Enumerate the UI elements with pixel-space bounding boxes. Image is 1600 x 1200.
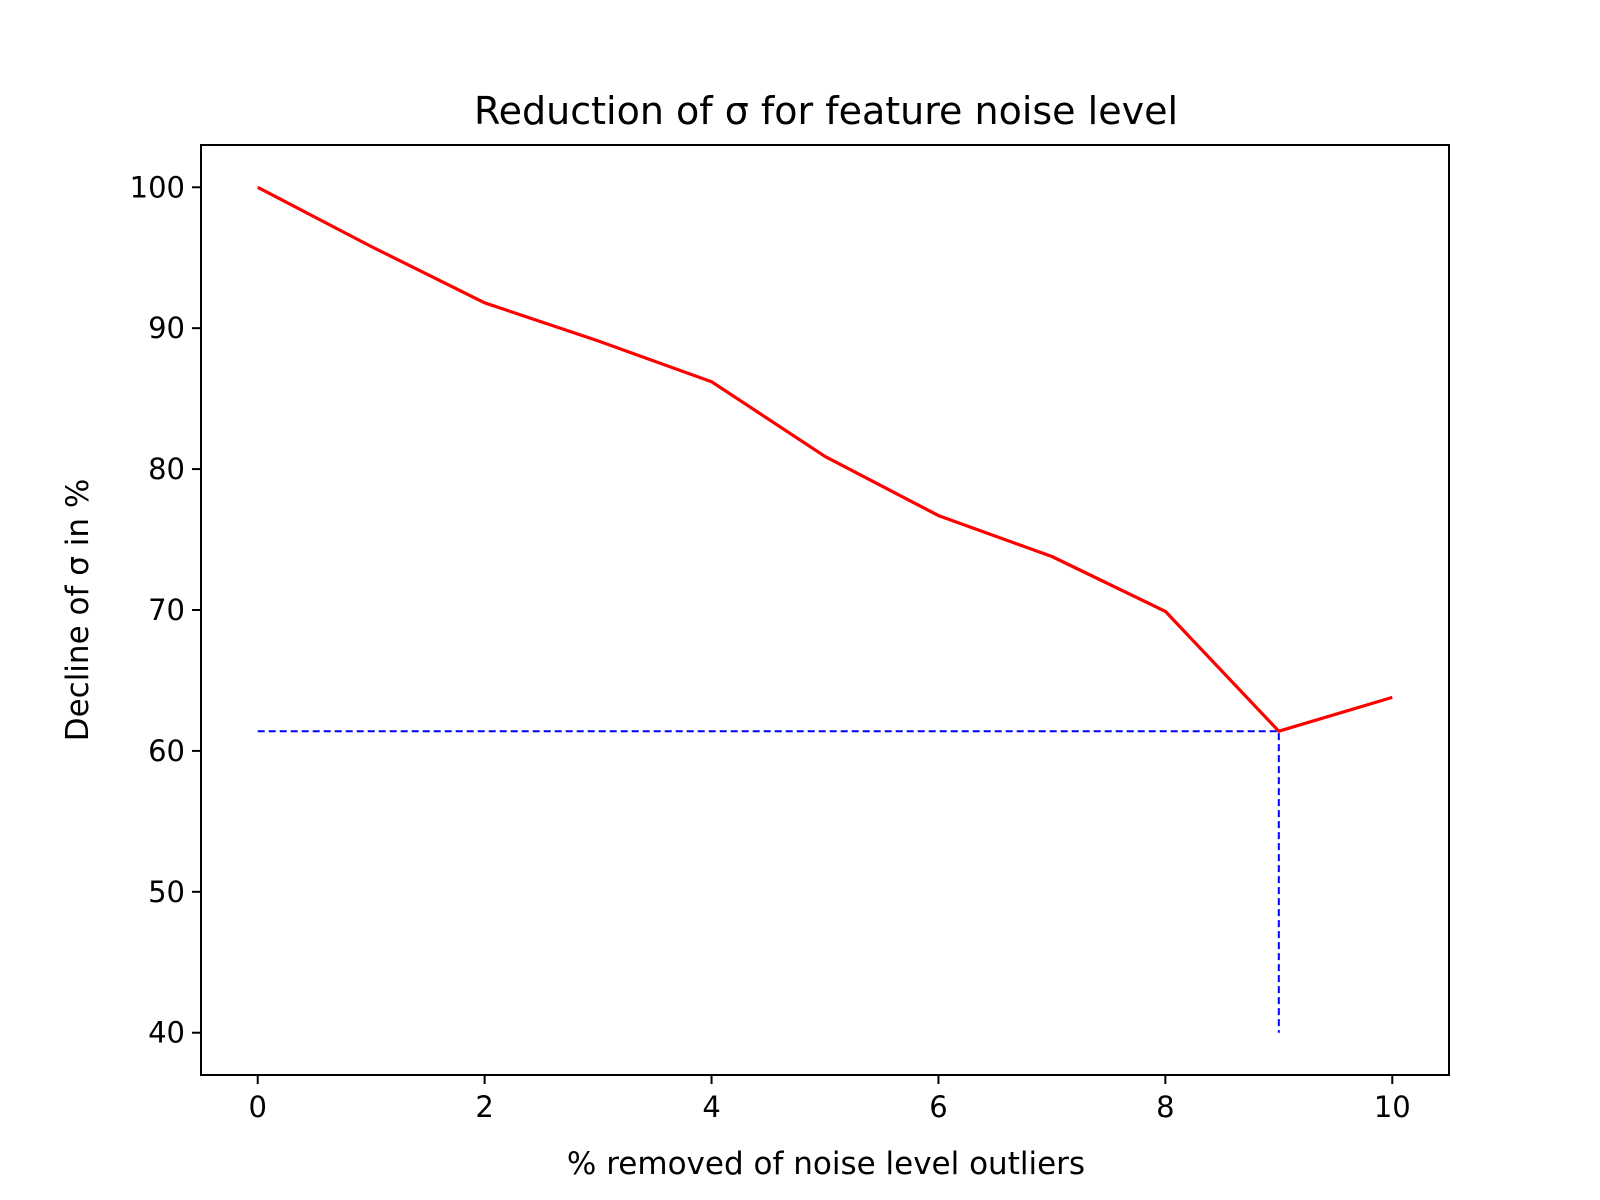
y-tick-label: 60 — [148, 734, 185, 768]
x-tick-label: 6 — [929, 1090, 947, 1124]
reference-line-0 — [257, 730, 1280, 1033]
chart-title: Reduction of σ for feature noise level — [474, 89, 1178, 133]
y-tick-label: 80 — [148, 452, 185, 486]
y-axis: 40 50 60 70 80 90 100 — [130, 170, 201, 1050]
x-tick-label: 0 — [249, 1090, 267, 1124]
y-tick-label: 100 — [130, 170, 185, 204]
x-tick-label: 2 — [475, 1090, 493, 1124]
y-tick-label: 50 — [148, 875, 185, 909]
x-tick-label: 10 — [1374, 1090, 1411, 1124]
y-axis-label: Decline of σ in % — [60, 479, 96, 742]
y-tick-label: 40 — [148, 1016, 185, 1050]
x-axis: 0 2 4 6 8 10 — [249, 1075, 1411, 1124]
y-tick-label: 70 — [148, 593, 185, 627]
x-tick-label: 4 — [702, 1090, 720, 1124]
plot-area — [256, 185, 1393, 1033]
plot-frame — [200, 144, 1450, 1076]
x-tick-label: 8 — [1156, 1090, 1174, 1124]
x-axis-label: % removed of noise level outliers — [567, 1146, 1085, 1182]
y-tick-label: 90 — [148, 311, 185, 345]
series-line-0 — [256, 185, 1393, 733]
